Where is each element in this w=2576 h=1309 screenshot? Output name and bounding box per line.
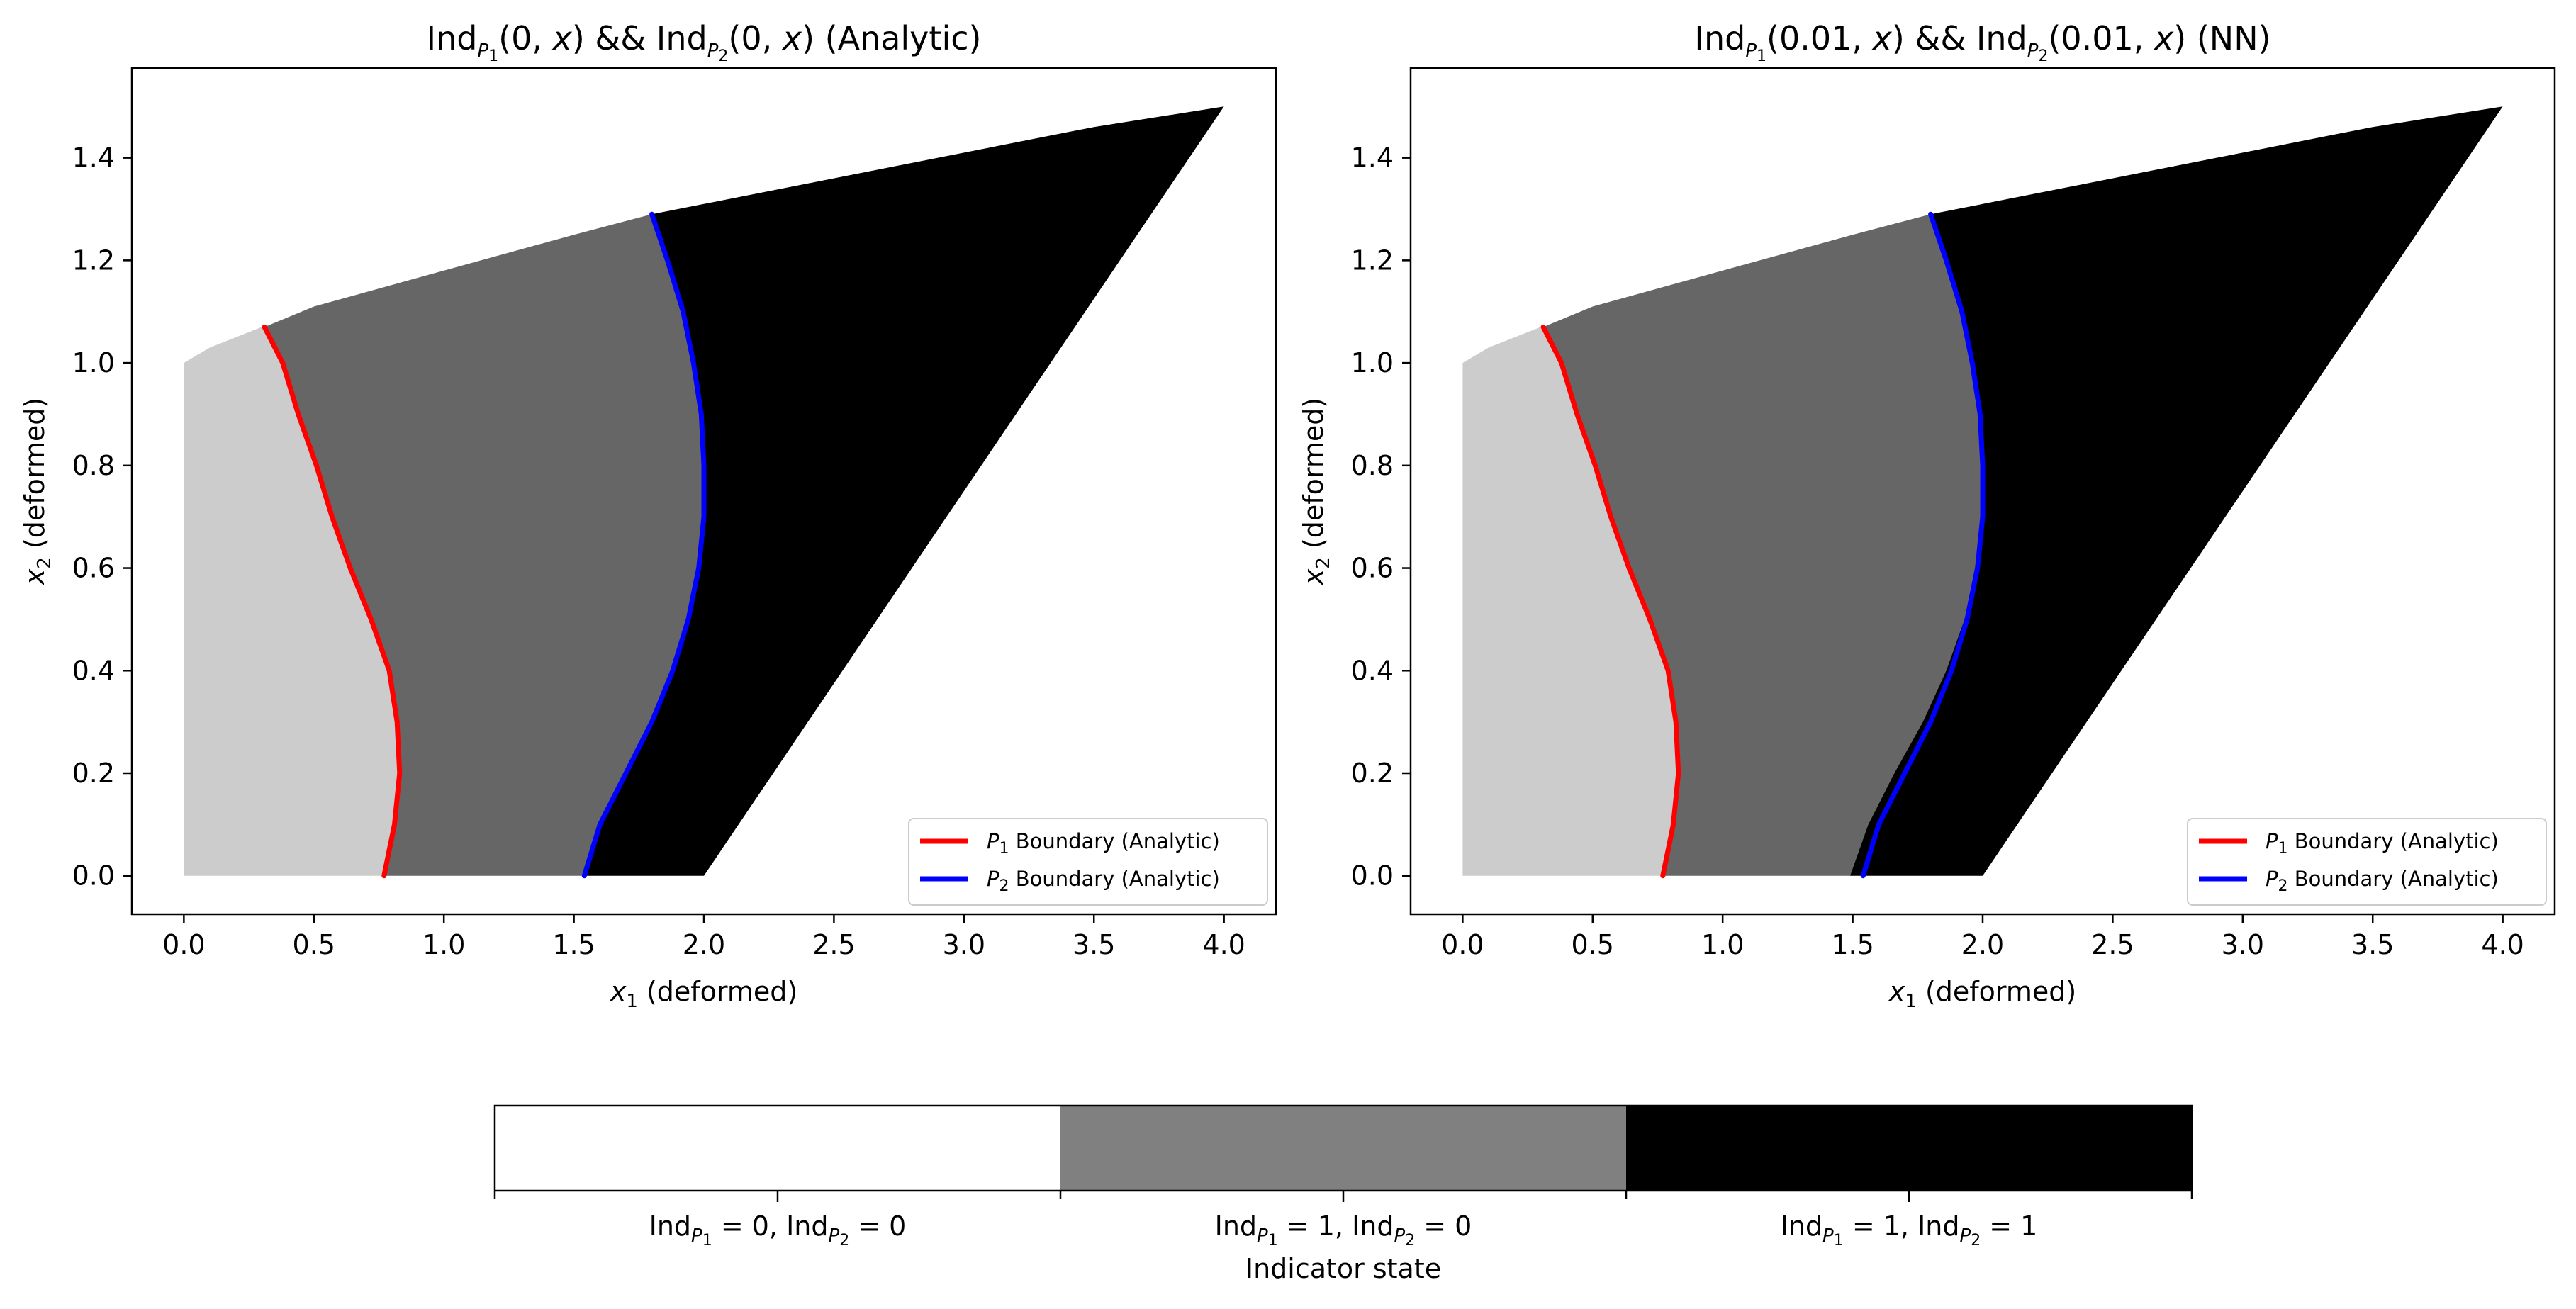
region-p1-fill: [264, 214, 705, 876]
x-tick-label: 2.0: [683, 929, 725, 960]
x-tick-label: 4.0: [2481, 929, 2524, 960]
y-axis-ticks: 0.0 0.2 0.4 0.6 0.8 1.0 1.2 1.4: [72, 142, 132, 892]
region-p1-p2-fill: [584, 106, 1224, 876]
y-tick-label: 0.0: [1351, 860, 1394, 892]
colorbar-segment-none: [495, 1106, 1060, 1191]
x-tick-label: 0.0: [1441, 929, 1484, 960]
chart-panel-nn: 0.0 0.5 1.0 1.5 2.0 2.5 3.0 3.5 4.0 0.0 0.2 0.4 0.6…: [1298, 19, 2556, 1012]
x-axis-label: x1 (deformed): [1888, 976, 2076, 1012]
legend: P1 Boundary (Analytic) P2 Boundary (Anal…: [2187, 818, 2547, 906]
y-tick-label: 0.4: [1351, 655, 1394, 686]
x-tick-label: 0.5: [1572, 929, 1614, 960]
colorbar-ticks: [493, 1191, 2193, 1202]
region-fills: [184, 106, 1224, 876]
colorbar-segment-p1: [1060, 1106, 1626, 1191]
p1-boundary-line: [262, 324, 403, 879]
colorbar-tick-label-p1: IndP1 = 1, IndP2 = 0: [1215, 1210, 1472, 1249]
legend-box: [908, 818, 1268, 906]
x-tick-label: 3.5: [1073, 929, 1115, 960]
x-axis-ticks: 0.0 0.5 1.0 1.5 2.0 2.5 3.0 3.5 4.0: [1441, 914, 2524, 960]
colorbar: IndP1 = 0, IndP2 = 0 IndP1 = 1, IndP2 = …: [493, 1104, 2193, 1284]
colorbar-title: Indicator state: [1245, 1253, 1441, 1284]
x-tick-label: 3.0: [943, 929, 985, 960]
p2-boundary-line: [581, 211, 707, 879]
legend-box: [2187, 818, 2547, 906]
y-tick-label: 1.4: [1351, 142, 1394, 174]
boundary-lines: [1540, 211, 1986, 879]
x-tick-label: 3.0: [2222, 929, 2264, 960]
x-tick-label: 1.5: [552, 929, 595, 960]
x-tick-label: 1.0: [422, 929, 465, 960]
y-tick-label: 1.2: [72, 245, 115, 276]
chart-title: IndP1(0.01, x) && IndP2(0.01, x) (NN): [1694, 19, 2270, 65]
legend-label-p1: P1 Boundary (Analytic): [2266, 829, 2499, 858]
x-tick-label: 1.0: [1701, 929, 1744, 960]
y-axis-label: x2 (deformed): [1298, 398, 1334, 585]
y-tick-label: 1.4: [72, 142, 115, 174]
x-tick-label: 3.5: [2351, 929, 2394, 960]
y-tick-label: 0.4: [72, 655, 115, 686]
x-tick-label: 0.5: [293, 929, 335, 960]
y-tick-label: 0.2: [72, 758, 115, 789]
legend-label-p2: P2 Boundary (Analytic): [2266, 867, 2499, 895]
chart-title: IndP1(0, x) && IndP2(0, x) (Analytic): [427, 19, 982, 65]
x-tick-label: 2.0: [1961, 929, 2004, 960]
legend-label-p1: P1 Boundary (Analytic): [987, 829, 1220, 858]
y-tick-label: 0.6: [72, 553, 115, 584]
colorbar-segment-p1-p2: [1626, 1106, 2192, 1191]
y-tick-label: 0.0: [72, 860, 115, 892]
x-tick-label: 2.5: [812, 929, 855, 960]
region-p1-fill: [1543, 214, 1983, 876]
p2-boundary-line: [1860, 211, 1986, 879]
x-axis-label: x1 (deformed): [610, 976, 797, 1012]
y-axis-label: x2 (deformed): [19, 398, 55, 585]
y-tick-label: 0.8: [72, 450, 115, 481]
colorbar-tick-label-p1-p2: IndP1 = 1, IndP2 = 1: [1781, 1210, 2038, 1249]
colorbar-tick-label-none: IndP1 = 0, IndP2 = 0: [649, 1210, 907, 1249]
p1-boundary-line: [1540, 324, 1681, 879]
region-p1-p2-fill: [1849, 106, 2503, 876]
region-none-fill: [1462, 327, 1679, 876]
y-tick-label: 1.0: [1351, 347, 1394, 378]
y-tick-label: 0.2: [1351, 758, 1394, 789]
boundary-lines: [262, 211, 707, 879]
x-tick-label: 2.5: [2091, 929, 2134, 960]
x-tick-label: 1.5: [1831, 929, 1874, 960]
y-tick-label: 0.6: [1351, 553, 1394, 584]
y-tick-label: 0.8: [1351, 450, 1394, 481]
region-fills: [1462, 106, 2503, 876]
legend-label-p2: P2 Boundary (Analytic): [987, 867, 1220, 895]
x-axis-ticks: 0.0 0.5 1.0 1.5 2.0 2.5 3.0 3.5 4.0: [162, 914, 1245, 960]
chart-panel-analytic: 0.0 0.5 1.0 1.5 2.0 2.5 3.0 3.5 4.0 0.0 0.2 0.4 0.6…: [19, 19, 1277, 1012]
y-tick-label: 1.2: [1351, 245, 1394, 276]
y-axis-ticks: 0.0 0.2 0.4 0.6 0.8 1.0 1.2 1.4: [1351, 142, 1411, 892]
x-tick-label: 0.0: [162, 929, 205, 960]
legend: P1 Boundary (Analytic) P2 Boundary (Anal…: [908, 818, 1268, 906]
region-none-fill: [184, 327, 400, 876]
x-tick-label: 4.0: [1202, 929, 1245, 960]
y-tick-label: 1.0: [72, 347, 115, 378]
